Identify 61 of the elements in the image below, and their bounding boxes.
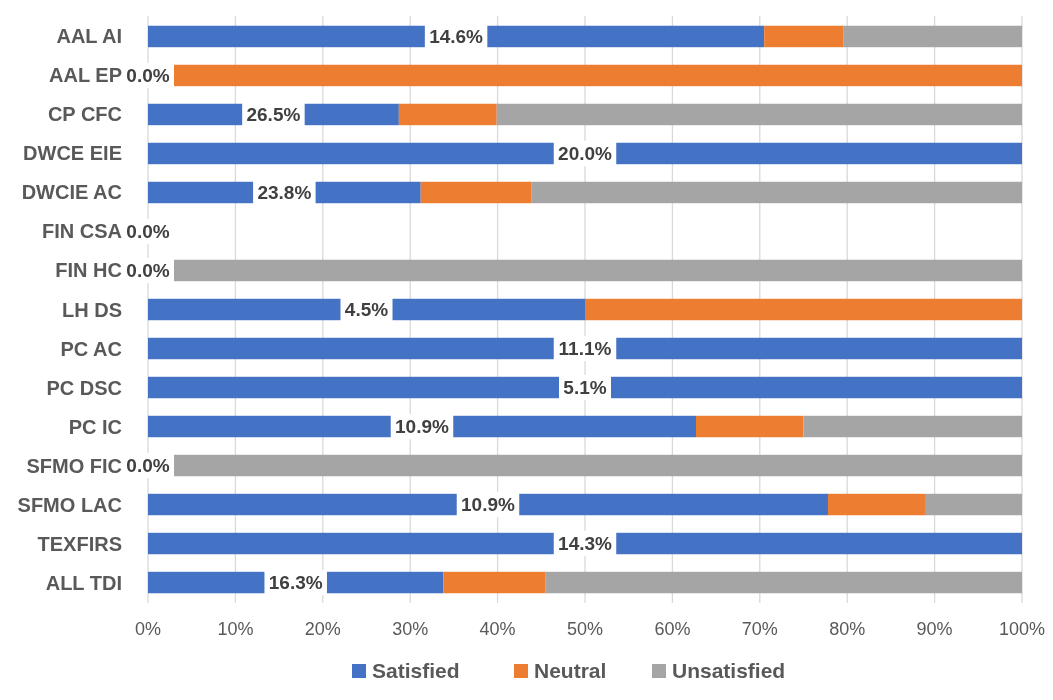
bar <box>803 415 1022 438</box>
bar <box>924 493 1022 516</box>
x-tick-label: 20% <box>304 619 341 639</box>
annotation: 4.5% <box>344 299 389 321</box>
annotation: 20.0% <box>558 143 613 165</box>
annotation: 0.0% <box>126 455 170 477</box>
bar <box>420 181 532 204</box>
bar <box>827 493 925 516</box>
bar <box>531 181 1022 204</box>
annotation: 23.8% <box>257 182 312 204</box>
bar <box>696 415 804 438</box>
x-tick-label: 60% <box>654 619 691 639</box>
legend-label: Unsatisfied <box>672 659 786 682</box>
annotation: 14.6% <box>429 26 484 48</box>
legend-label: Neutral <box>534 659 607 682</box>
annotation: 10.9% <box>395 416 450 438</box>
y-tick-label: PC AC <box>60 337 122 360</box>
bar <box>545 571 1022 594</box>
x-tick-label: 40% <box>479 619 516 639</box>
x-tick-label: 0% <box>134 619 162 639</box>
annotation: 0.0% <box>126 260 170 282</box>
bar <box>398 103 497 126</box>
x-tick-label: 10% <box>217 619 254 639</box>
bar <box>585 298 1022 321</box>
annotation: 26.5% <box>246 104 301 126</box>
y-tick-label: AAL EP <box>49 64 122 87</box>
annotation: 0.0% <box>126 221 170 243</box>
y-tick-label: FIN CSA <box>42 220 122 243</box>
annotation: 0.0% <box>126 65 170 87</box>
bar <box>148 376 1022 399</box>
annotation: 11.1% <box>558 338 612 360</box>
x-tick-label: 50% <box>566 619 604 639</box>
bar <box>148 337 1022 360</box>
y-tick-label: DWCIE AC <box>21 181 122 204</box>
legend-label: Satisfied <box>372 659 460 682</box>
y-tick-label: SFMO LAC <box>17 493 122 516</box>
y-tick-label: LH DS <box>62 298 122 321</box>
x-tick-label: 100% <box>998 619 1046 639</box>
y-tick-label: PC IC <box>68 415 122 438</box>
bar <box>843 25 1022 48</box>
x-tick-label: 70% <box>741 619 778 639</box>
bar <box>764 25 844 48</box>
y-tick-label: PC DSC <box>46 376 122 399</box>
bar <box>443 571 546 594</box>
x-tick-label: 30% <box>392 619 429 639</box>
y-tick-label: AAL AI <box>56 25 122 48</box>
y-tick-label: ALL TDI <box>45 571 122 594</box>
annotation: 10.9% <box>461 494 516 516</box>
y-tick-label: DWCE EIE <box>23 142 122 165</box>
y-tick-label: CP CFC <box>47 103 122 126</box>
x-tick-label: 80% <box>829 619 866 639</box>
bar <box>148 142 1022 165</box>
y-tick-label: TEXFIRS <box>37 532 122 555</box>
annotation: 5.1% <box>563 377 607 399</box>
annotation: 14.3% <box>558 533 613 555</box>
y-tick-label: SFMO FIC <box>26 454 122 477</box>
x-tick-label: 90% <box>916 619 953 639</box>
y-tick-label: FIN HC <box>55 259 122 282</box>
bar <box>148 532 1022 555</box>
bar <box>496 103 1022 126</box>
annotation: 16.3% <box>268 572 323 594</box>
